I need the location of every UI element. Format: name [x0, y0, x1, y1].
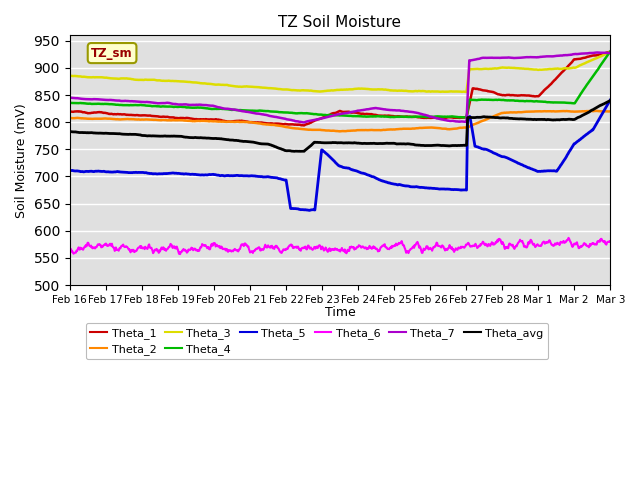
Theta_4: [588, 74, 596, 80]
Theta_6: [607, 239, 614, 244]
Theta_6: [564, 235, 572, 241]
Theta_1: [385, 113, 392, 119]
Line: Theta_4: Theta_4: [70, 51, 611, 118]
Theta_2: [580, 108, 588, 114]
Theta_avg: [580, 112, 588, 118]
Theta_7: [580, 51, 588, 57]
Theta_1: [588, 53, 596, 59]
Theta_4: [607, 48, 614, 54]
Legend: Theta_1, Theta_2, Theta_3, Theta_4, Theta_5, Theta_6, Theta_7, Theta_avg: Theta_1, Theta_2, Theta_3, Theta_4, Thet…: [86, 323, 548, 360]
Theta_4: [290, 110, 298, 116]
Theta_avg: [298, 148, 305, 154]
Theta_2: [385, 127, 392, 132]
Line: Theta_avg: Theta_avg: [70, 100, 611, 151]
Theta_2: [607, 108, 614, 114]
Theta_5: [92, 168, 99, 174]
Theta_4: [166, 104, 174, 109]
Theta_7: [607, 50, 614, 56]
Theta_1: [580, 55, 588, 61]
Theta_3: [607, 49, 614, 55]
Theta_2: [588, 108, 596, 114]
Theta_3: [290, 87, 298, 93]
Theta_1: [290, 122, 298, 128]
Text: TZ_sm: TZ_sm: [92, 47, 133, 60]
Theta_7: [593, 49, 601, 55]
Theta_4: [92, 101, 99, 107]
Theta_1: [166, 115, 174, 120]
Theta_2: [92, 116, 99, 121]
Theta_avg: [66, 129, 74, 134]
Theta_2: [290, 125, 298, 131]
Theta_6: [580, 240, 588, 246]
Theta_6: [589, 241, 596, 247]
Line: Theta_5: Theta_5: [70, 100, 611, 210]
Theta_7: [588, 50, 596, 56]
X-axis label: Time: Time: [324, 306, 355, 319]
Theta_avg: [166, 133, 174, 139]
Theta_avg: [607, 97, 614, 103]
Line: Theta_1: Theta_1: [70, 52, 611, 125]
Theta_3: [66, 73, 74, 79]
Theta_5: [66, 168, 74, 173]
Theta_7: [290, 118, 298, 123]
Theta_2: [336, 129, 344, 134]
Theta_3: [166, 78, 174, 84]
Theta_5: [385, 180, 392, 186]
Theta_6: [291, 244, 298, 250]
Theta_6: [385, 246, 392, 252]
Theta_5: [166, 170, 174, 176]
Line: Theta_6: Theta_6: [70, 238, 611, 254]
Theta_4: [460, 115, 467, 120]
Theta_1: [300, 122, 308, 128]
Theta_3: [588, 57, 596, 63]
Theta_avg: [385, 141, 392, 146]
Theta_5: [588, 127, 596, 133]
Theta_4: [580, 86, 588, 92]
Theta_5: [290, 206, 298, 212]
Theta_6: [176, 251, 184, 257]
Line: Theta_7: Theta_7: [70, 52, 611, 122]
Theta_6: [92, 245, 99, 251]
Theta_3: [463, 89, 470, 95]
Theta_avg: [290, 148, 298, 154]
Theta_7: [166, 100, 174, 106]
Theta_1: [607, 49, 614, 55]
Theta_2: [66, 115, 74, 121]
Theta_3: [92, 74, 99, 80]
Y-axis label: Soil Moisture (mV): Soil Moisture (mV): [15, 103, 28, 217]
Theta_5: [305, 207, 313, 213]
Theta_1: [92, 109, 99, 115]
Theta_4: [66, 100, 74, 106]
Line: Theta_2: Theta_2: [70, 111, 611, 132]
Theta_7: [300, 120, 307, 125]
Theta_6: [66, 247, 74, 253]
Theta_5: [580, 133, 588, 139]
Theta_3: [384, 87, 392, 93]
Theta_5: [607, 97, 614, 103]
Theta_2: [593, 108, 600, 114]
Theta_avg: [588, 107, 596, 113]
Theta_1: [66, 108, 74, 114]
Theta_6: [166, 242, 174, 248]
Theta_4: [384, 114, 392, 120]
Theta_7: [92, 96, 99, 102]
Line: Theta_3: Theta_3: [70, 52, 611, 92]
Theta_avg: [92, 130, 99, 136]
Theta_7: [385, 107, 392, 113]
Theta_2: [166, 118, 174, 123]
Title: TZ Soil Moisture: TZ Soil Moisture: [278, 15, 401, 30]
Theta_7: [66, 95, 74, 100]
Theta_3: [580, 61, 588, 67]
